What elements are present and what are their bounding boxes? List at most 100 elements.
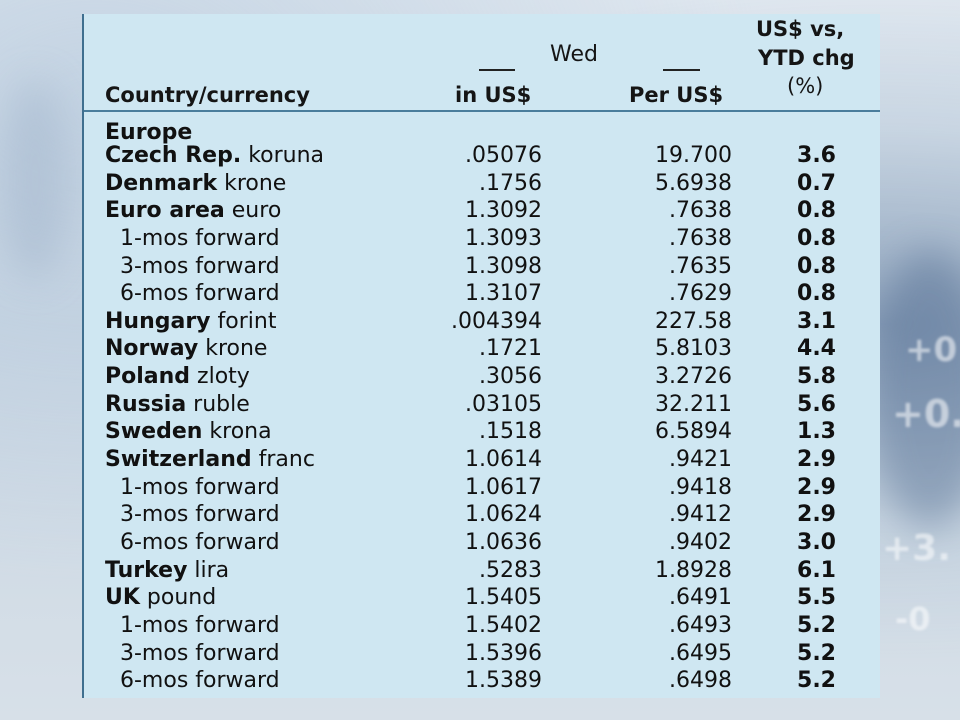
per-us-value: .9402 [669,529,732,555]
table-row: Euro area euro 1.3092 .7638 0.8 [84,197,880,225]
in-us-value: .004394 [451,308,542,334]
ytd-change-value: 5.5 [797,585,836,611]
header-wed: Wed [550,42,598,67]
country-name: Sweden [105,419,203,445]
in-us-value: .1721 [479,336,542,362]
row-label: Russia ruble [105,391,250,419]
section-heading: Europe [105,120,193,145]
row-label: Poland zloty [105,363,250,391]
in-us-value: 1.0617 [465,474,542,500]
in-us-value: .3056 [479,364,542,390]
per-us-value: 5.6938 [655,170,732,196]
per-us-value: .6498 [669,668,732,694]
per-us-value: .9412 [669,502,732,528]
header-per-us: Per US$ [629,83,724,107]
country-name: Denmark [105,170,218,196]
table-row: 6-mos forward 1.5389 .6498 5.2 [84,667,880,695]
currency-name: krone [217,170,287,196]
row-label: Czech Rep. koruna [105,142,324,170]
row-label: 1-mos forward [120,474,280,500]
per-us-value: .9421 [669,447,732,473]
per-us-value: .7638 [669,225,732,251]
table-row: 1-mos forward 1.3093 .7638 0.8 [84,225,880,253]
table-row: 1-mos forward 1.0617 .9418 2.9 [84,474,880,502]
per-us-value: 6.5894 [655,419,732,445]
currency-name: ruble [186,391,250,417]
header-ytd-line1: US$ vs, [756,17,845,41]
header-divider [84,110,880,112]
background-decoration: -0 [895,600,931,638]
currency-name: zloty [190,364,250,390]
ytd-change-value: 5.6 [797,391,836,417]
in-us-value: .1518 [479,419,542,445]
row-label: 3-mos forward [120,640,280,666]
row-label: Sweden krona [105,418,272,446]
currency-name: euro [224,198,282,224]
table-row: 3-mos forward 1.0624 .9412 2.9 [84,501,880,529]
row-label: 1-mos forward [120,225,280,251]
country-name: Euro area [105,198,225,224]
row-label: UK pound [105,584,216,612]
per-us-value: .6491 [669,585,732,611]
background-decoration: +3. [882,528,951,569]
per-us-value: 227.58 [655,308,732,334]
in-us-value: 1.5389 [465,668,542,694]
in-us-value: 1.5402 [465,612,542,638]
per-us-value: 3.2726 [655,364,732,390]
row-label: 6-mos forward [120,529,280,555]
ytd-change-value: 4.4 [797,336,836,362]
row-label: 3-mos forward [120,253,280,279]
table-row: 6-mos forward 1.3107 .7629 0.8 [84,280,880,308]
per-us-value: .7629 [669,281,732,307]
currency-name: lira [187,557,230,583]
ytd-change-value: 2.9 [797,502,836,528]
ytd-change-value: 5.2 [797,668,836,694]
header-ytd-line3: (%) [787,74,824,98]
table-row: 1-mos forward 1.5402 .6493 5.2 [84,612,880,640]
ytd-change-value: 0.8 [797,253,836,279]
country-name: Russia [105,391,187,417]
currency-name: koruna [241,143,325,168]
in-us-value: .1756 [479,170,542,196]
currency-table: Country/currency Wed in US$ Per US$ US$ … [82,14,880,698]
background-decoration: +0 [905,330,958,370]
table-row: Hungary forint .004394 227.58 3.1 [84,308,880,336]
row-label: Denmark krone [105,170,286,198]
currency-name: pound [139,585,217,611]
in-us-value: .03105 [465,391,542,417]
in-us-value: 1.0614 [465,447,542,473]
table-row: Czech Rep. koruna .05076 19.700 3.6 [84,142,880,170]
background-decoration: +0. [892,392,960,436]
country-name: Turkey [105,557,188,583]
table-row: UK pound 1.5405 .6491 5.5 [84,584,880,612]
header-in-us: in US$ [455,83,532,107]
background-blotch [0,80,70,280]
per-us-value: 5.8103 [655,336,732,362]
header-dash-left [479,69,515,71]
row-label: 1-mos forward [120,612,280,638]
per-us-value: .6493 [669,612,732,638]
header-ytd-line2: YTD chg [758,46,855,70]
in-us-value: 1.3107 [465,281,542,307]
row-label: 6-mos forward [120,668,280,694]
table-row: Switzerland franc 1.0614 .9421 2.9 [84,446,880,474]
country-name: Poland [105,364,191,390]
country-name: Czech Rep. [105,143,242,168]
ytd-change-value: 5.8 [797,364,836,390]
ytd-change-value: 0.8 [797,281,836,307]
currency-name: franc [251,447,315,473]
table-row: Norway krone .1721 5.8103 4.4 [84,335,880,363]
ytd-change-value: 2.9 [797,474,836,500]
background-blotch [870,250,960,530]
ytd-change-value: 3.0 [797,529,836,555]
table-row: 6-mos forward 1.0636 .9402 3.0 [84,529,880,557]
per-us-value: 1.8928 [655,557,732,583]
ytd-change-value: 0.8 [797,225,836,251]
currency-name: forint [210,308,277,334]
in-us-value: 1.5405 [465,585,542,611]
header-dash-right [663,69,700,71]
row-label: 3-mos forward [120,502,280,528]
per-us-value: .7638 [669,198,732,224]
ytd-change-value: 1.3 [797,419,836,445]
in-us-value: 1.3093 [465,225,542,251]
